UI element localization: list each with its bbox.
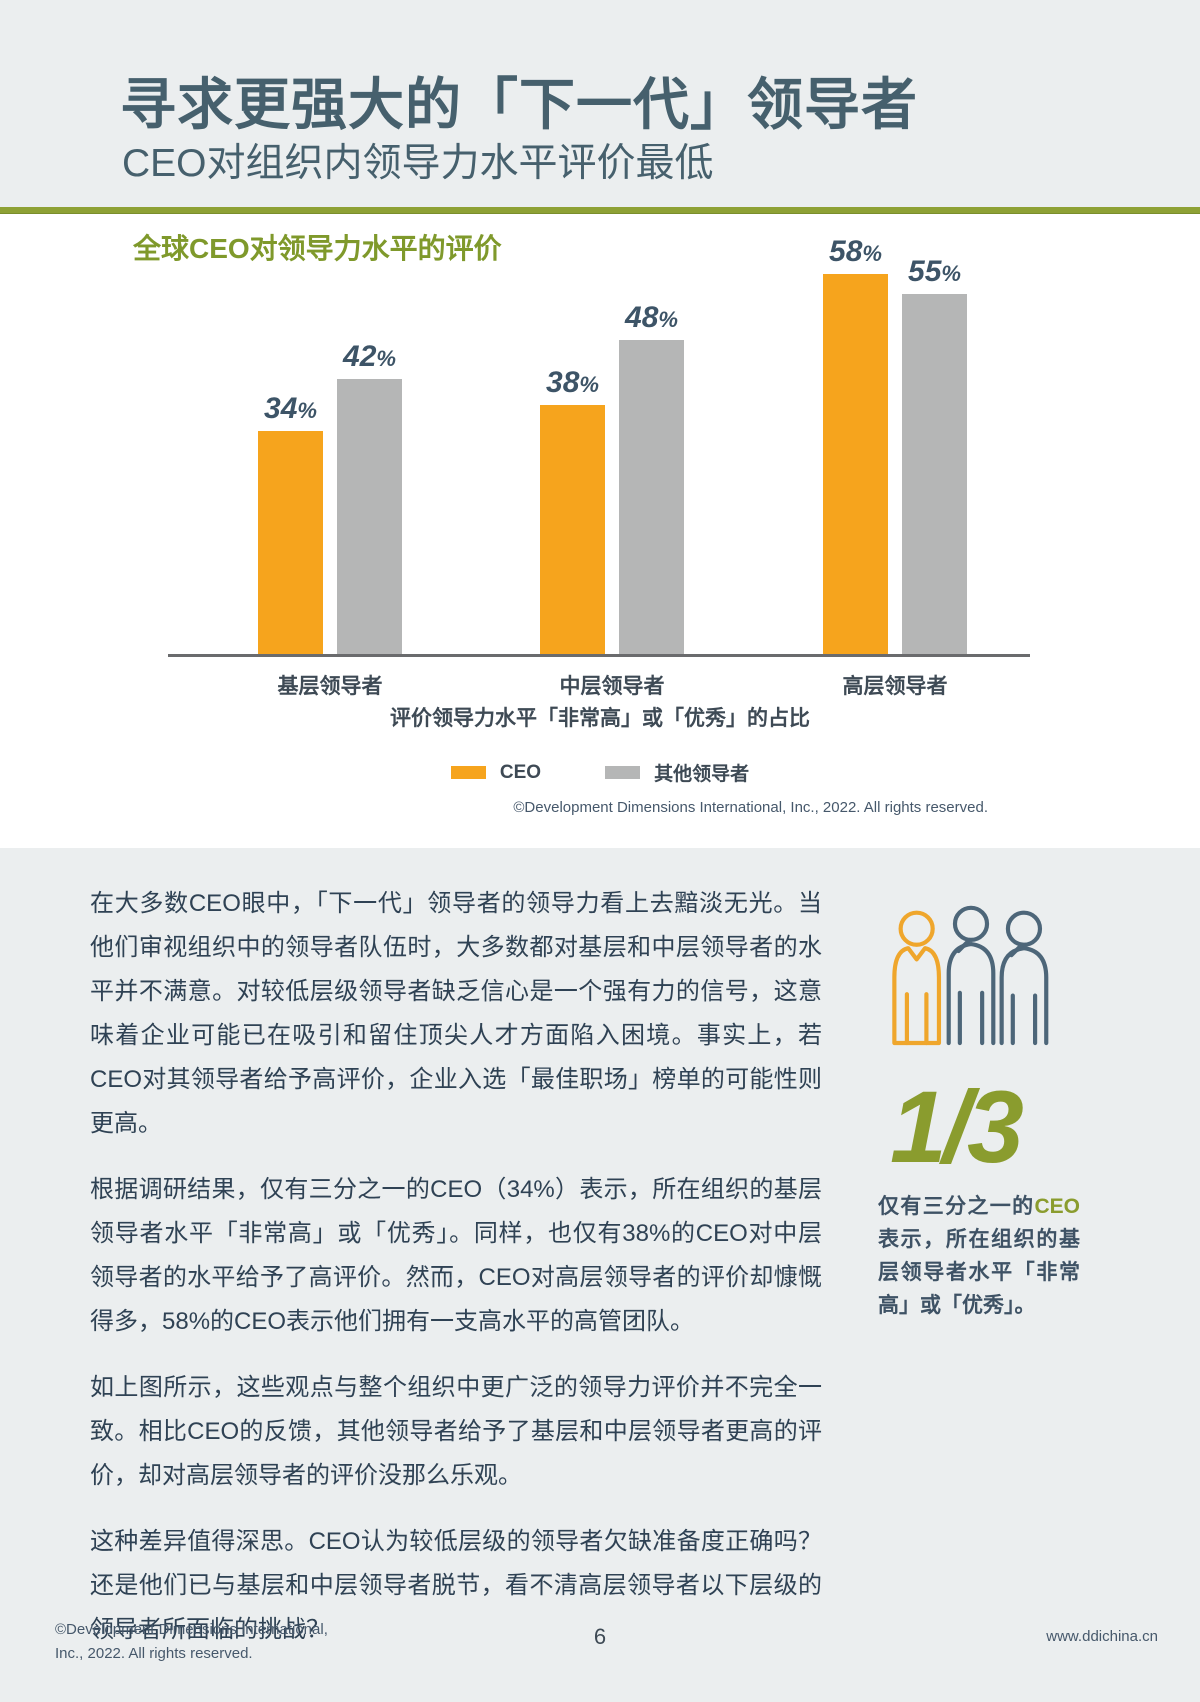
bar-value-number: 58: [829, 235, 863, 268]
stat-text-rest: 表示，所在组织的基层领导者水平「非常高」或「优秀」。: [878, 1227, 1080, 1317]
bar-value-number: 42: [343, 340, 377, 373]
bar-plot: 34% 42% 基层领导者 38% 48% 中层领导者 58% 55% 高层领导者: [168, 215, 1030, 698]
bar-CEO: [540, 405, 605, 654]
bar-value-percent-sign: %: [658, 307, 678, 332]
stat-sidebar: 1/3 仅有三分之一的CEO 表示，所在组织的基层领导者水平「非常高」或「优秀」。: [878, 876, 1080, 1322]
chart-caption: 评价领导力水平「非常高」或「优秀」的占比: [390, 707, 810, 730]
bar-CEO: [258, 431, 323, 654]
page-header: 寻求更强大的「下一代」领导者 CEO对组织内领导力水平评价最低: [0, 0, 1200, 207]
person-legs: [1010, 993, 1038, 1046]
person-shoulder: [956, 939, 971, 954]
bar-column: 55%: [902, 255, 967, 654]
stat-fraction: 1/3: [890, 1070, 1024, 1184]
footer-copyright-line1: ©Development Dimensions International,: [55, 1621, 328, 1638]
bar-value-percent-sign: %: [297, 398, 317, 423]
bar-value-label: 48%: [625, 301, 678, 335]
body-paragraph: 在大多数CEO眼中，「下一代」领导者的领导力看上去黯淡无光。当他们审视组织中的领…: [90, 890, 822, 1137]
person-shoulder: [1009, 943, 1024, 958]
legend-item: CEO: [450, 759, 542, 786]
bar-value-number: 55: [908, 255, 942, 288]
chart-title: 全球CEO对领导力水平的评价: [133, 233, 502, 264]
bar-CEO: [823, 274, 888, 654]
body-paragraph: 根据调研结果，仅有三分之一的CEO（34%）表示，所在组织的基层领导者水平「非常…: [90, 1176, 822, 1335]
bar-column: 58%: [823, 235, 888, 654]
x-axis-line: [168, 654, 1030, 657]
bar-column: 38%: [540, 366, 605, 654]
bar-group: 38% 48%: [540, 301, 684, 654]
bar-value-label: 34%: [264, 392, 317, 426]
three-people-icon: [892, 905, 1049, 1046]
article-body: 在大多数CEO眼中，「下一代」领导者的领导力看上去黯淡无光。当他们审视组织中的领…: [90, 882, 822, 1674]
bar-value-percent-sign: %: [376, 346, 396, 371]
body-paragraph: 这种差异值得深思。CEO认为较低层级的领导者欠缺准备度正确吗？还是他们已与基层和…: [90, 1528, 822, 1643]
bar-column: 42%: [337, 340, 402, 654]
bar-value-label: 55%: [908, 255, 961, 289]
person-body-outline: [892, 946, 942, 1046]
legend-swatch: [450, 766, 486, 779]
person-body-outline: [999, 946, 1049, 1046]
footer-copyright: ©Development Dimensions International, I…: [55, 1618, 328, 1666]
bar-column: 48%: [619, 301, 684, 654]
bar-column: 34%: [258, 392, 323, 654]
bar-group: 34% 42%: [258, 340, 402, 654]
stat-text-highlight: CEO: [1034, 1194, 1080, 1218]
category-label: 中层领导者: [559, 675, 665, 698]
page-title: 寻求更强大的「下一代」领导者: [120, 73, 918, 136]
bar-value-label: 58%: [829, 235, 882, 269]
stat-text-prefix: 仅有三分之一的: [878, 1194, 1035, 1218]
chart-legend: CEO 其他领导者: [0, 759, 1200, 786]
body-paragraph: 如上图所示，这些观点与整个组织中更广泛的领导力评价并不完全一致。相比CEO的反馈…: [90, 1374, 822, 1489]
bar-其他领导者: [619, 340, 684, 654]
bar-value-number: 38: [546, 366, 580, 399]
chart-section: 全球CEO对领导力水平的评价 34% 42% 基层领导者 38% 48% 中层领导者 58%…: [0, 215, 1200, 848]
category-label: 基层领导者: [277, 675, 383, 698]
bar-value-number: 48: [625, 301, 659, 334]
page-subtitle: CEO对组织内领导力水平评价最低: [122, 142, 714, 185]
stat-text: 仅有三分之一的CEO 表示，所在组织的基层领导者水平「非常高」或「优秀」。: [878, 1190, 1080, 1322]
legend-item: 其他领导者: [605, 759, 749, 786]
person-legs: [957, 990, 985, 1046]
chart-copyright: ©Development Dimensions International, I…: [513, 799, 988, 816]
person-body-outline: [946, 941, 996, 1046]
page-number: 6: [593, 1624, 607, 1649]
person-head: [1005, 910, 1043, 947]
person-legs: [904, 992, 929, 1046]
footer-copyright-line2: Inc., 2022. All rights reserved.: [55, 1645, 253, 1662]
bar-其他领导者: [337, 379, 402, 654]
bar-value-percent-sign: %: [941, 261, 961, 286]
content-section: 在大多数CEO眼中，「下一代」领导者的领导力看上去黯淡无光。当他们审视组织中的领…: [0, 848, 1200, 1702]
legend-label: CEO: [499, 761, 542, 783]
divider-line: [0, 207, 1200, 214]
bar-group: 58% 55%: [823, 235, 967, 654]
bar-value-percent-sign: %: [579, 372, 599, 397]
person-head: [952, 905, 990, 942]
category-label: 高层领导者: [842, 675, 948, 698]
person-head: [898, 910, 935, 947]
bar-value-number: 34: [264, 392, 298, 425]
bar-其他领导者: [902, 294, 967, 654]
bar-value-percent-sign: %: [862, 241, 882, 266]
bar-value-label: 38%: [546, 366, 599, 400]
footer-website-link[interactable]: www.ddichina.cn: [1046, 1628, 1158, 1645]
legend-label: 其他领导者: [654, 764, 750, 785]
bar-value-label: 42%: [343, 340, 396, 374]
legend-swatch: [605, 766, 641, 779]
